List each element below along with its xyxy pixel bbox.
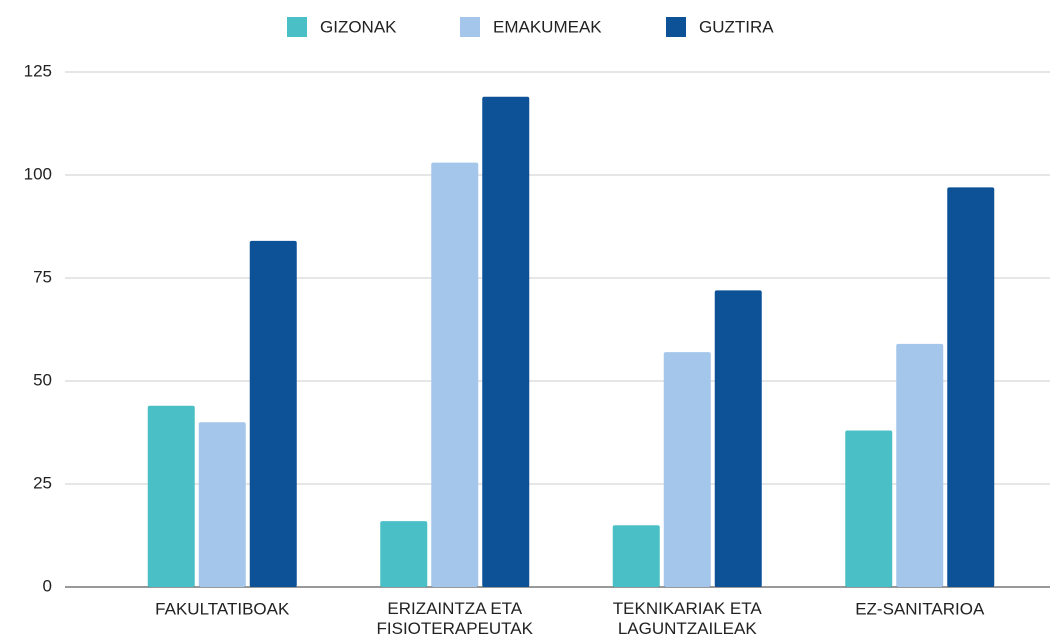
legend-swatch [287, 17, 307, 37]
y-tick-label: 50 [33, 370, 52, 389]
x-tick-label: FAKULTATIBOAK [155, 599, 290, 618]
y-tick-label: 100 [24, 164, 52, 183]
bar [612, 525, 660, 587]
bar [896, 343, 944, 587]
legend-label: GIZONAK [320, 17, 397, 36]
legend-label: GUZTIRA [699, 17, 774, 36]
bar [147, 405, 195, 587]
bar [714, 290, 762, 587]
legend-swatch [666, 17, 686, 37]
bar [947, 187, 995, 588]
bar [380, 521, 428, 587]
x-tick-label: EZ-SANITARIOA [855, 599, 985, 618]
y-tick-label: 25 [33, 473, 52, 492]
bar [845, 430, 893, 587]
x-tick-label: TEKNIKARIAK ETA LAGUNTZAILEAK [613, 599, 763, 638]
bar [249, 240, 297, 588]
bar [431, 162, 479, 587]
bar [663, 352, 711, 587]
x-tick-label: ERIZAINTZA ETA FISIOTERAPEUTAK [377, 599, 534, 638]
y-tick-label: 0 [43, 576, 52, 595]
legend-label: EMAKUMEAK [493, 17, 602, 36]
y-tick-label: 125 [24, 61, 52, 80]
bar [482, 96, 530, 587]
bar [198, 422, 246, 587]
y-tick-label: 75 [33, 267, 52, 286]
legend-swatch [460, 17, 480, 37]
